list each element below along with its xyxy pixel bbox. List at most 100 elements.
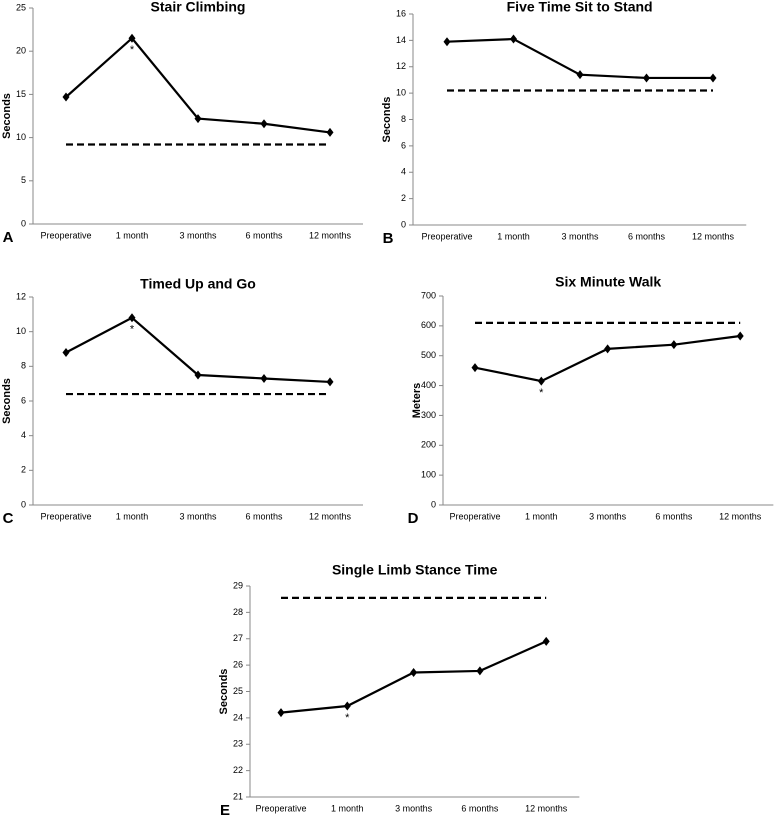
data-point [471, 363, 479, 373]
y-tick-label: 8 [401, 114, 406, 124]
y-tick-label: 400 [421, 380, 436, 390]
chart-title: Stair Climbing [151, 0, 246, 15]
data-point [542, 636, 550, 646]
data-line [474, 334, 741, 383]
data-point [476, 666, 484, 676]
data-point [326, 127, 334, 137]
data-point [62, 347, 70, 357]
y-tick-label: 28 [233, 607, 243, 617]
data-point [604, 344, 612, 354]
data-point [343, 701, 351, 711]
y-tick-label: 25 [233, 686, 243, 696]
y-tick-label: 0 [21, 218, 26, 228]
data-point [194, 114, 202, 124]
y-tick-label: 21 [233, 791, 243, 801]
y-axis-label: Seconds [1, 93, 13, 139]
x-tick-label: 3 months [395, 803, 433, 813]
x-tick-label: 3 months [179, 511, 217, 521]
y-tick-label: 10 [396, 88, 406, 98]
data-point [277, 708, 285, 718]
y-tick-label: 0 [431, 499, 436, 509]
y-tick-label: 8 [21, 361, 26, 371]
y-tick-label: 2 [401, 193, 406, 203]
y-tick-label: 6 [21, 395, 26, 405]
x-tick-label: 12 months [525, 803, 568, 813]
data-point [260, 119, 268, 129]
data-point [576, 70, 584, 80]
data-point [260, 373, 268, 383]
x-tick-label: 6 months [461, 803, 499, 813]
y-tick-label: 200 [421, 440, 436, 450]
chart-title: Timed Up and Go [140, 276, 256, 292]
y-axis-label: Seconds [1, 378, 13, 424]
data-point [326, 377, 334, 387]
panel-letter: B [383, 230, 394, 247]
x-tick-label: 12 months [692, 231, 735, 241]
data-point [443, 37, 451, 47]
x-tick-label: Preoperative [449, 511, 500, 521]
y-tick-label: 5 [21, 175, 26, 185]
data-point [128, 313, 136, 323]
panel-letter: C [3, 510, 14, 527]
x-tick-label: 3 months [179, 230, 217, 240]
y-tick-label: 2 [21, 465, 26, 475]
y-tick-label: 14 [396, 35, 406, 45]
y-tick-label: 0 [401, 219, 406, 229]
y-tick-label: 27 [233, 633, 243, 643]
y-tick-label: 20 [16, 46, 26, 56]
y-tick-label: 25 [16, 2, 26, 12]
data-point [128, 33, 136, 43]
x-tick-label: Preoperative [40, 230, 91, 240]
annotation: * [130, 324, 135, 336]
y-axis-label: Seconds [381, 97, 393, 143]
data-point [736, 331, 744, 341]
x-tick-label: 1 month [116, 511, 149, 521]
data-point [510, 34, 517, 44]
chart-title: Five Time Sit to Stand [507, 0, 653, 15]
y-tick-label: 10 [16, 132, 26, 142]
y-tick-label: 0 [21, 499, 26, 509]
x-tick-label: 6 months [628, 231, 666, 241]
data-point [62, 92, 70, 102]
x-tick-label: 1 month [331, 803, 364, 813]
y-tick-label: 16 [396, 8, 406, 18]
x-tick-label: 1 month [497, 231, 530, 241]
y-tick-label: 10 [16, 326, 26, 336]
y-axis-label: Meters [411, 383, 423, 418]
annotation: * [539, 387, 544, 399]
data-point [670, 340, 678, 350]
x-tick-label: 6 months [245, 230, 283, 240]
y-tick-label: 29 [233, 580, 243, 590]
y-tick-label: 22 [233, 765, 243, 775]
y-tick-label: 4 [21, 430, 26, 440]
y-tick-label: 500 [421, 350, 436, 360]
data-point [194, 370, 202, 380]
y-tick-label: 12 [16, 291, 26, 301]
data-point [709, 73, 717, 83]
annotation: * [345, 712, 350, 724]
y-tick-label: 100 [421, 470, 436, 480]
annotation: * [130, 44, 135, 56]
y-tick-label: 6 [401, 140, 406, 150]
x-tick-label: 1 month [525, 511, 558, 521]
x-tick-label: 1 month [116, 230, 149, 240]
y-axis-label: Seconds [218, 669, 230, 715]
y-tick-label: 4 [401, 167, 406, 177]
data-point [537, 376, 545, 386]
y-tick-label: 700 [421, 290, 436, 300]
y-tick-label: 24 [233, 712, 243, 722]
x-tick-label: 12 months [309, 230, 352, 240]
chart-title: Six Minute Walk [555, 274, 661, 290]
panel-letter: E [220, 802, 230, 819]
data-point [643, 73, 650, 83]
panel-letter: D [408, 510, 419, 527]
y-tick-label: 15 [16, 89, 26, 99]
x-tick-label: 6 months [245, 511, 283, 521]
x-tick-label: 3 months [561, 231, 599, 241]
x-tick-label: Preoperative [255, 803, 306, 813]
panel-letter: A [3, 229, 14, 246]
x-tick-label: 3 months [589, 511, 627, 521]
x-tick-label: Preoperative [40, 511, 91, 521]
chart-title: Single Limb Stance Time [332, 562, 498, 578]
